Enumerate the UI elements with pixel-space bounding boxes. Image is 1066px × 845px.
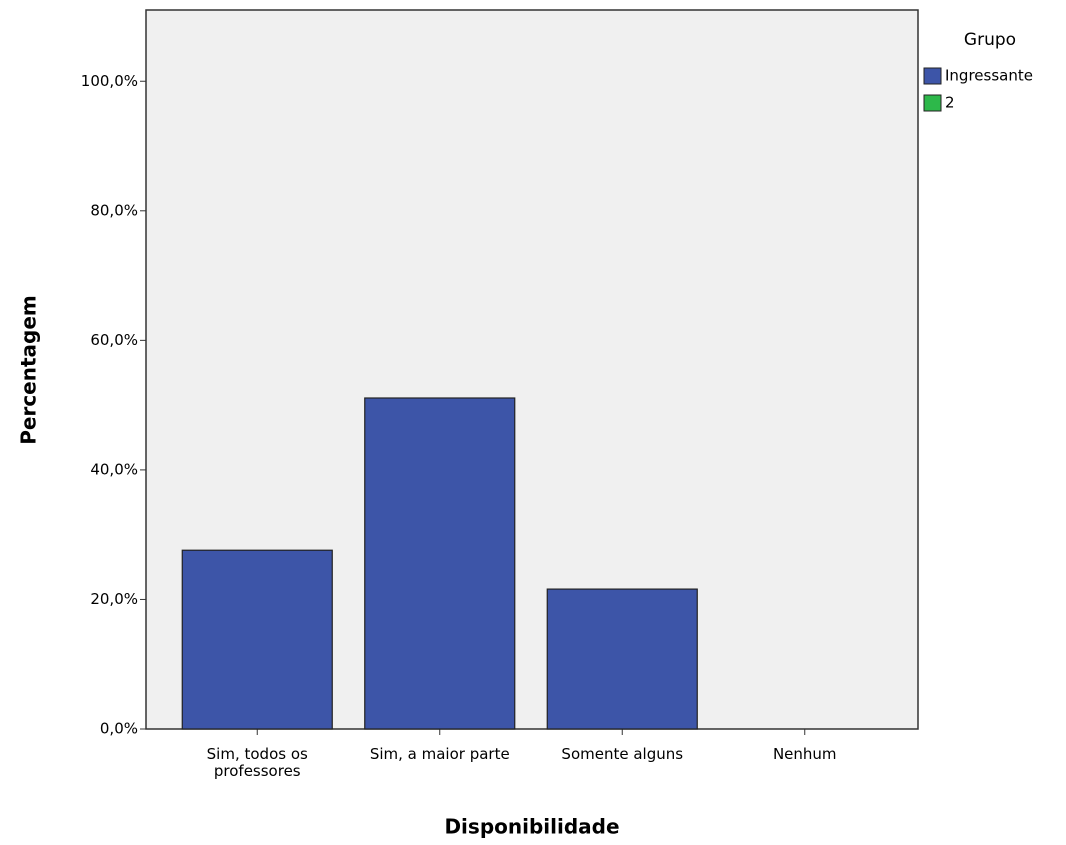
y-tick-label: 20,0% <box>90 590 138 608</box>
x-tick-label: Nenhum <box>772 745 837 763</box>
x-axis-title: Disponibilidade <box>444 815 619 839</box>
legend-title: Grupo <box>964 30 1016 50</box>
bar <box>546 588 698 730</box>
y-tick-label: 60,0% <box>90 331 138 349</box>
bar <box>181 549 333 730</box>
legend-swatch <box>923 67 942 85</box>
y-tick-label: 80,0% <box>90 201 138 219</box>
x-tick-label: Sim, a maior parte <box>369 745 510 763</box>
legend-label: 2 <box>945 94 955 112</box>
y-tick-label: 0,0% <box>100 720 138 738</box>
y-tick-label: 40,0% <box>90 460 138 478</box>
y-tick-label: 100,0% <box>81 72 138 90</box>
bar <box>364 397 516 730</box>
y-axis-title: Percentagem <box>17 295 41 445</box>
x-tick-label: Sim, todos os professores <box>206 745 308 780</box>
x-tick-label: Somente alguns <box>561 745 684 763</box>
legend-label: Ingressante <box>945 67 1033 85</box>
legend-swatch <box>923 94 942 112</box>
